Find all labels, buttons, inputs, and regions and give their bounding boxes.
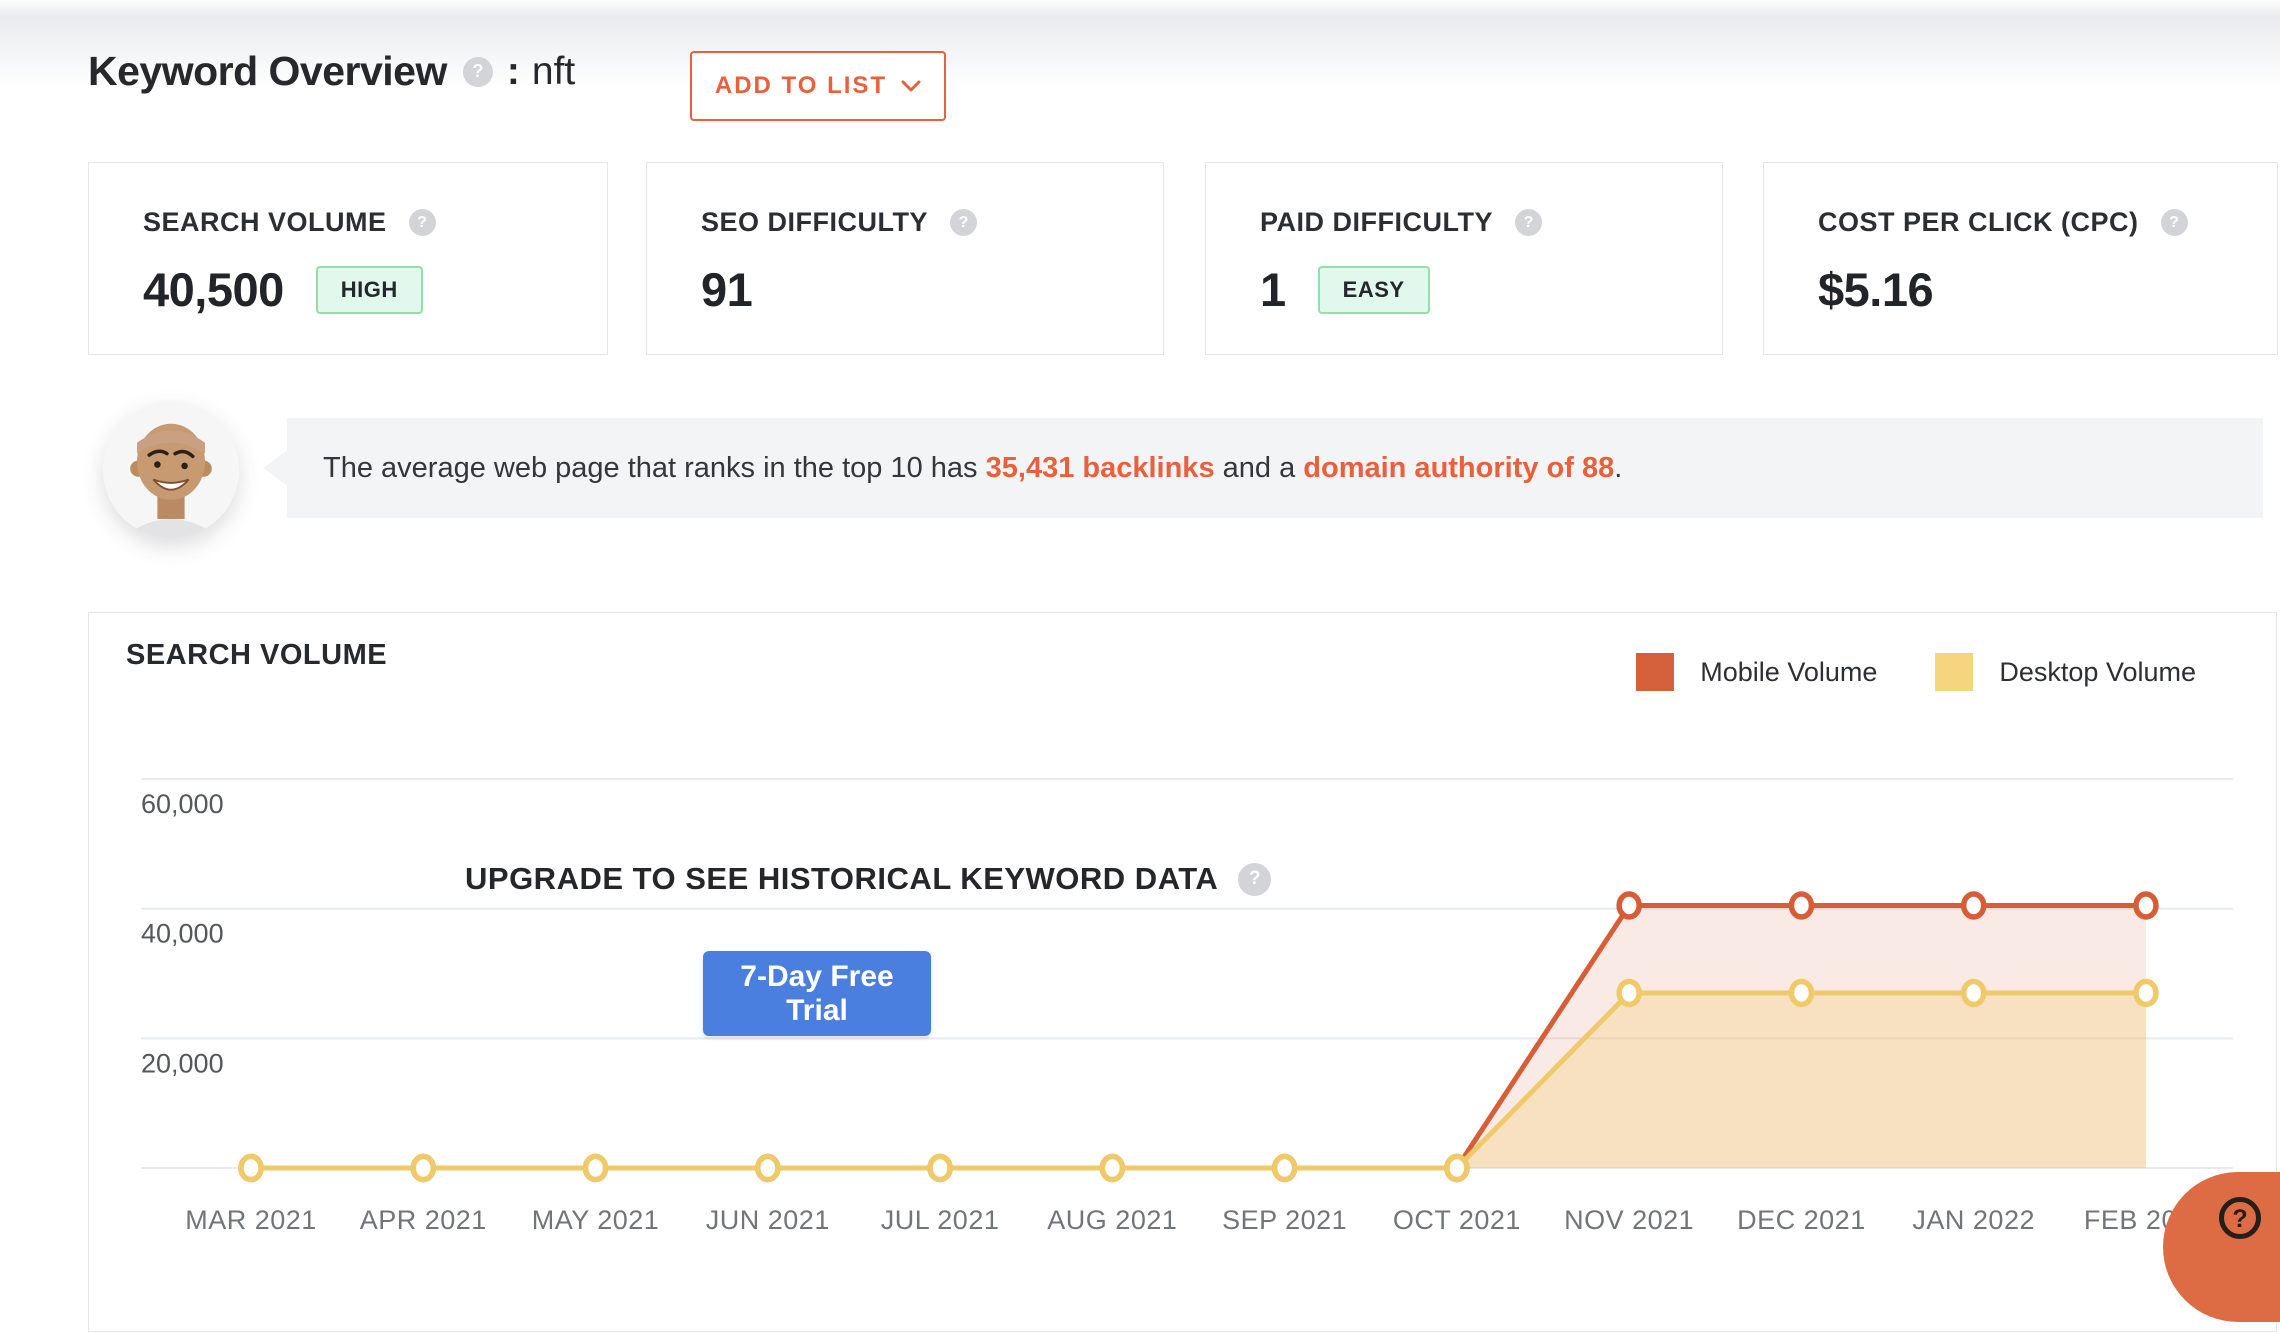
- metric-card-seo-difficulty: SEO DIFFICULTY ? 91: [646, 162, 1164, 355]
- legend-label: Mobile Volume: [1700, 656, 1878, 687]
- series-line: [251, 990, 2146, 1171]
- x-axis-label: DEC 2021: [1737, 1205, 1866, 1235]
- insight-text: The average web page that ranks in the t…: [323, 451, 986, 484]
- data-point-marker[interactable]: [2133, 978, 2159, 1008]
- data-point-marker[interactable]: [238, 1153, 264, 1183]
- x-axis-label: AUG 2021: [1047, 1205, 1177, 1235]
- series-area: [251, 992, 2146, 1168]
- metric-card-title: SEO DIFFICULTY: [701, 207, 928, 237]
- add-to-list-button[interactable]: ADD TO LIST: [690, 51, 946, 121]
- question-circle-icon: ?: [2219, 1197, 2261, 1239]
- x-axis-label: JAN 2022: [1912, 1205, 2035, 1235]
- y-axis-tick-label: 20,000: [141, 1048, 224, 1078]
- y-axis-tick-label: 40,000: [141, 919, 224, 949]
- data-point-marker[interactable]: [2133, 891, 2159, 920]
- keyword-overview-help-icon[interactable]: ?: [462, 56, 493, 87]
- x-axis-label: MAY 2021: [532, 1205, 660, 1235]
- insight-text: .: [1614, 451, 1623, 484]
- insight-banner: The average web page that ranks in the t…: [287, 418, 2263, 518]
- free-trial-button[interactable]: 7-Day Free Trial: [703, 951, 931, 1036]
- avatar-illustration: [103, 402, 239, 538]
- metric-card-title: SEARCH VOLUME: [143, 207, 387, 237]
- legend-item-mobile: Mobile Volume: [1636, 653, 1877, 691]
- legend-label: Desktop Volume: [1999, 656, 2196, 687]
- metric-card-paid-difficulty: PAID DIFFICULTY ? 1 EASY: [1205, 162, 1723, 355]
- chevron-down-icon: [901, 80, 921, 92]
- metric-card-title: COST PER CLICK (CPC): [1818, 207, 2139, 237]
- data-point-marker[interactable]: [1788, 978, 1815, 1008]
- avatar: [103, 402, 239, 538]
- metric-card-search-volume: SEARCH VOLUME ? 40,500 HIGH: [88, 162, 608, 355]
- page-header: Keyword Overview ? : nft: [88, 48, 575, 95]
- insight-text: and a: [1214, 451, 1304, 484]
- x-axis-label: APR 2021: [360, 1205, 487, 1235]
- data-point-marker[interactable]: [1099, 1153, 1126, 1183]
- data-point-marker[interactable]: [1960, 891, 1987, 920]
- x-axis-label: JUL 2021: [881, 1205, 1000, 1235]
- keyword-value: nft: [531, 49, 576, 93]
- add-to-list-label: ADD TO LIST: [714, 72, 888, 99]
- data-point-marker[interactable]: [1616, 978, 1642, 1008]
- mobile-volume-swatch: [1636, 653, 1675, 691]
- upgrade-callout: UPGRADE TO SEE HISTORICAL KEYWORD DATA ?: [465, 861, 1272, 897]
- chart-legend: Mobile Volume Desktop Volume: [1636, 653, 2196, 691]
- data-point-marker[interactable]: [1616, 891, 1642, 920]
- search-volume-chart-card: 60,000 40,000 20,000 MAR 2021 APR 2021 MAY 20…: [88, 612, 2277, 1332]
- paid-difficulty-help-icon[interactable]: ?: [1514, 209, 1542, 236]
- data-point-marker[interactable]: [1444, 1153, 1470, 1183]
- data-point-marker[interactable]: [582, 1153, 609, 1183]
- data-point-marker[interactable]: [1271, 1153, 1298, 1183]
- data-point-marker[interactable]: [927, 1153, 953, 1183]
- status-badge: HIGH: [315, 265, 423, 314]
- y-axis-tick-label: 60,000: [141, 789, 224, 819]
- series-area: [251, 905, 2146, 1168]
- legend-item-desktop: Desktop Volume: [1935, 653, 2196, 691]
- metric-card-value: 40,500: [143, 263, 284, 316]
- metric-card-title: PAID DIFFICULTY: [1260, 207, 1493, 237]
- data-point-marker[interactable]: [1960, 978, 1987, 1008]
- x-axis-label: MAR 2021: [185, 1205, 317, 1235]
- top-gradient: [0, 0, 2280, 90]
- svg-text:?: ?: [2232, 1205, 2247, 1233]
- seo-difficulty-help-icon[interactable]: ?: [950, 209, 977, 236]
- metric-card-cpc: COST PER CLICK (CPC) ? $5.16: [1763, 162, 2278, 355]
- cpc-help-icon[interactable]: ?: [2160, 209, 2188, 236]
- backlinks-link[interactable]: 35,431 backlinks: [985, 451, 1215, 484]
- page-title: Keyword Overview: [88, 48, 447, 94]
- search-volume-help-icon[interactable]: ?: [408, 209, 436, 236]
- x-axis-label: NOV 2021: [1564, 1205, 1694, 1235]
- metric-card-value: 1: [1260, 263, 1286, 316]
- metric-card-value: $5.16: [1818, 263, 1934, 316]
- x-axis-label: JUN 2021: [706, 1205, 830, 1235]
- upgrade-label: UPGRADE TO SEE HISTORICAL KEYWORD DATA: [465, 861, 1219, 896]
- x-axis-label: OCT 2021: [1393, 1205, 1521, 1235]
- metric-card-value: 91: [701, 263, 753, 316]
- search-volume-chart: 60,000 40,000 20,000 MAR 2021 APR 2021 MAY 20…: [141, 778, 2233, 1235]
- keyword-separator: :: [506, 49, 520, 93]
- upgrade-help-icon[interactable]: ?: [1238, 862, 1272, 896]
- data-point-marker[interactable]: [1788, 891, 1815, 920]
- data-point-marker[interactable]: [410, 1153, 437, 1183]
- status-badge: EASY: [1317, 265, 1430, 314]
- chart-title: SEARCH VOLUME: [126, 639, 388, 671]
- desktop-volume-swatch: [1935, 653, 1974, 691]
- domain-authority-link[interactable]: domain authority of 88: [1303, 451, 1615, 484]
- x-axis-label: SEP 2021: [1222, 1205, 1347, 1235]
- data-point-marker[interactable]: [755, 1153, 781, 1183]
